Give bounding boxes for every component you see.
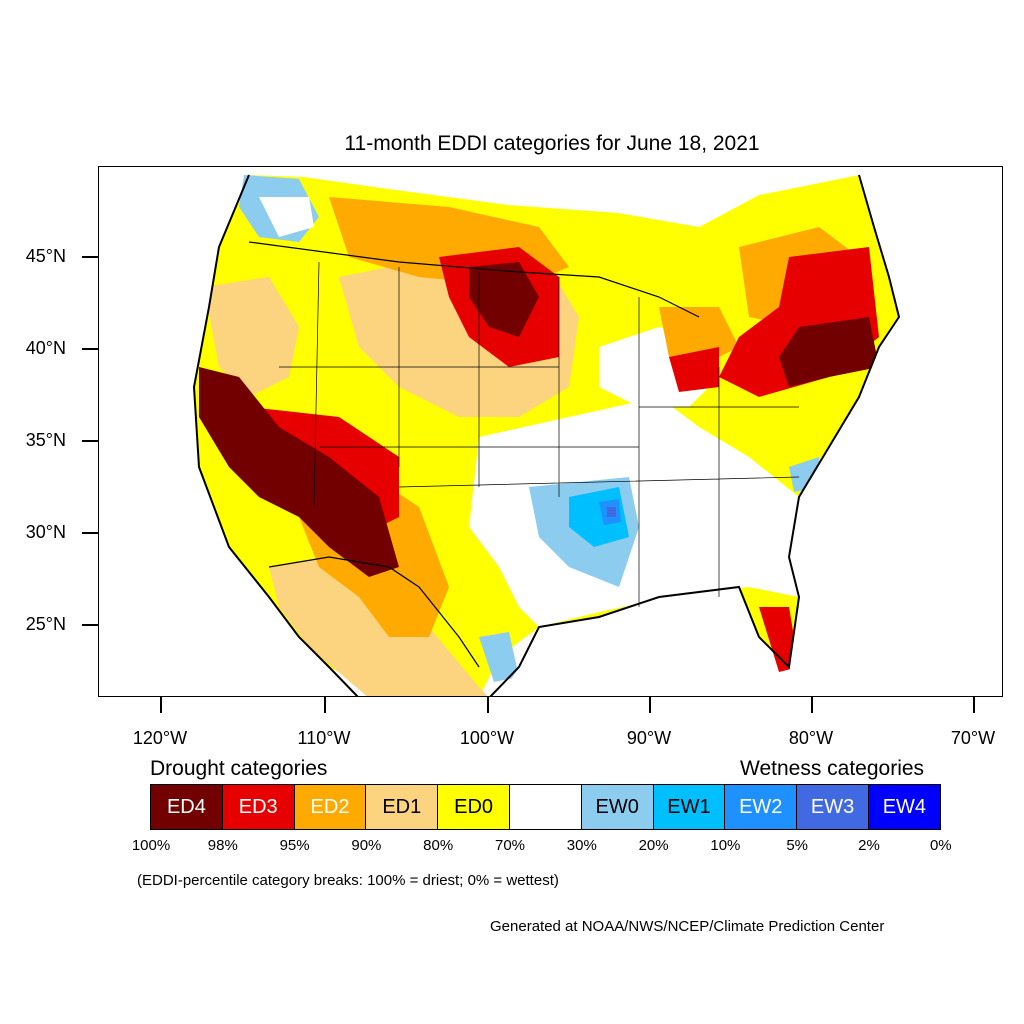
legend-swatch-ed1: ED1 bbox=[365, 784, 439, 830]
map-title: 11-month EDDI categories for June 18, 20… bbox=[344, 132, 760, 155]
legend-colorbar: ED4 ED3 ED2 ED1 ED0 EW0 EW1 EW2 EW3 EW4 bbox=[150, 784, 941, 830]
ed1-west bbox=[204, 277, 299, 397]
lon-label-120w: 120°W bbox=[132, 728, 188, 748]
credit-line: Generated at NOAA/NWS/NCEP/Climate Predi… bbox=[490, 918, 885, 935]
lon-tick bbox=[487, 697, 489, 713]
ew0-texas-coast bbox=[479, 632, 519, 682]
lon-label-110w: 110°W bbox=[297, 728, 351, 748]
wetness-categories-heading: Wetness categories bbox=[740, 757, 925, 780]
legend-swatch-ed3: ED3 bbox=[221, 784, 295, 830]
category-note: (EDDI-percentile category breaks: 100% =… bbox=[137, 872, 559, 889]
legend-swatch-ew0: EW0 bbox=[580, 784, 654, 830]
gulf-of-mexico bbox=[500, 587, 789, 696]
lon-tick bbox=[324, 697, 326, 713]
legend-break-label: 10% bbox=[710, 837, 741, 854]
legend-break-label: 80% bbox=[423, 837, 454, 854]
legend-break-label: 30% bbox=[566, 837, 597, 854]
map-frame bbox=[98, 166, 1003, 697]
lat-tick bbox=[82, 348, 98, 350]
legend-break-label: 90% bbox=[351, 837, 382, 854]
pacific-ocean bbox=[99, 167, 358, 696]
legend-swatch-ew1: EW1 bbox=[652, 784, 726, 830]
lon-tick bbox=[649, 697, 651, 713]
drought-categories-heading: Drought categories bbox=[150, 757, 328, 780]
lon-label-80w: 80°W bbox=[788, 728, 834, 748]
atlantic-ocean bbox=[789, 167, 1002, 696]
legend-swatch-ed0: ED0 bbox=[437, 784, 510, 830]
mexico-border bbox=[268, 556, 480, 668]
lon-tick bbox=[973, 697, 975, 713]
lon-tick bbox=[160, 697, 162, 713]
lat-tick bbox=[82, 624, 98, 626]
ed4-northeast bbox=[779, 317, 879, 387]
ed4-california-southwest bbox=[199, 367, 399, 577]
lon-label-70w: 70°W bbox=[950, 728, 996, 748]
eddi-map bbox=[99, 167, 1002, 696]
legend-swatch-ed2: ED2 bbox=[293, 784, 367, 830]
canada-border bbox=[248, 241, 700, 318]
canada-mask bbox=[244, 167, 859, 227]
legend-swatch-near-normal bbox=[508, 784, 582, 830]
legend-swatch-ed4: ED4 bbox=[150, 784, 223, 830]
ed4-dakotas bbox=[469, 262, 539, 337]
lat-label-40: 40°N bbox=[25, 338, 66, 358]
lat-tick bbox=[82, 256, 98, 258]
nw-white-patch bbox=[259, 197, 314, 237]
legend-break-label: 70% bbox=[494, 837, 526, 854]
legend-swatch-ew2: EW2 bbox=[724, 784, 798, 830]
legend-break-label: 95% bbox=[279, 837, 310, 854]
lat-label-35: 35°N bbox=[25, 430, 66, 450]
state-lines bbox=[279, 261, 800, 607]
legend-break-label: 0% bbox=[929, 837, 952, 854]
ed3-florida bbox=[759, 607, 799, 672]
legend-break-label: 20% bbox=[638, 837, 669, 854]
lat-label-45: 45°N bbox=[25, 246, 66, 266]
coastline bbox=[192, 174, 901, 696]
mexico-region bbox=[269, 557, 488, 696]
lat-label-30: 30°N bbox=[25, 522, 66, 542]
lat-tick bbox=[82, 440, 98, 442]
legend-break-label: 98% bbox=[207, 837, 238, 854]
legend-break-label: 100% bbox=[131, 837, 171, 854]
legend-swatch-ew3: EW3 bbox=[796, 784, 869, 830]
lat-tick bbox=[82, 532, 98, 534]
lon-tick bbox=[811, 697, 813, 713]
ed3-michigan bbox=[669, 347, 719, 392]
legend-break-label: 2% bbox=[858, 837, 880, 854]
ew3-arkansas bbox=[607, 507, 616, 517]
lon-label-100w: 100°W bbox=[459, 728, 515, 748]
legend-swatch-ew4: EW4 bbox=[867, 784, 941, 830]
lon-label-90w: 90°W bbox=[626, 728, 672, 748]
lat-label-25: 25°N bbox=[25, 614, 66, 634]
legend-break-label: 5% bbox=[786, 837, 809, 854]
